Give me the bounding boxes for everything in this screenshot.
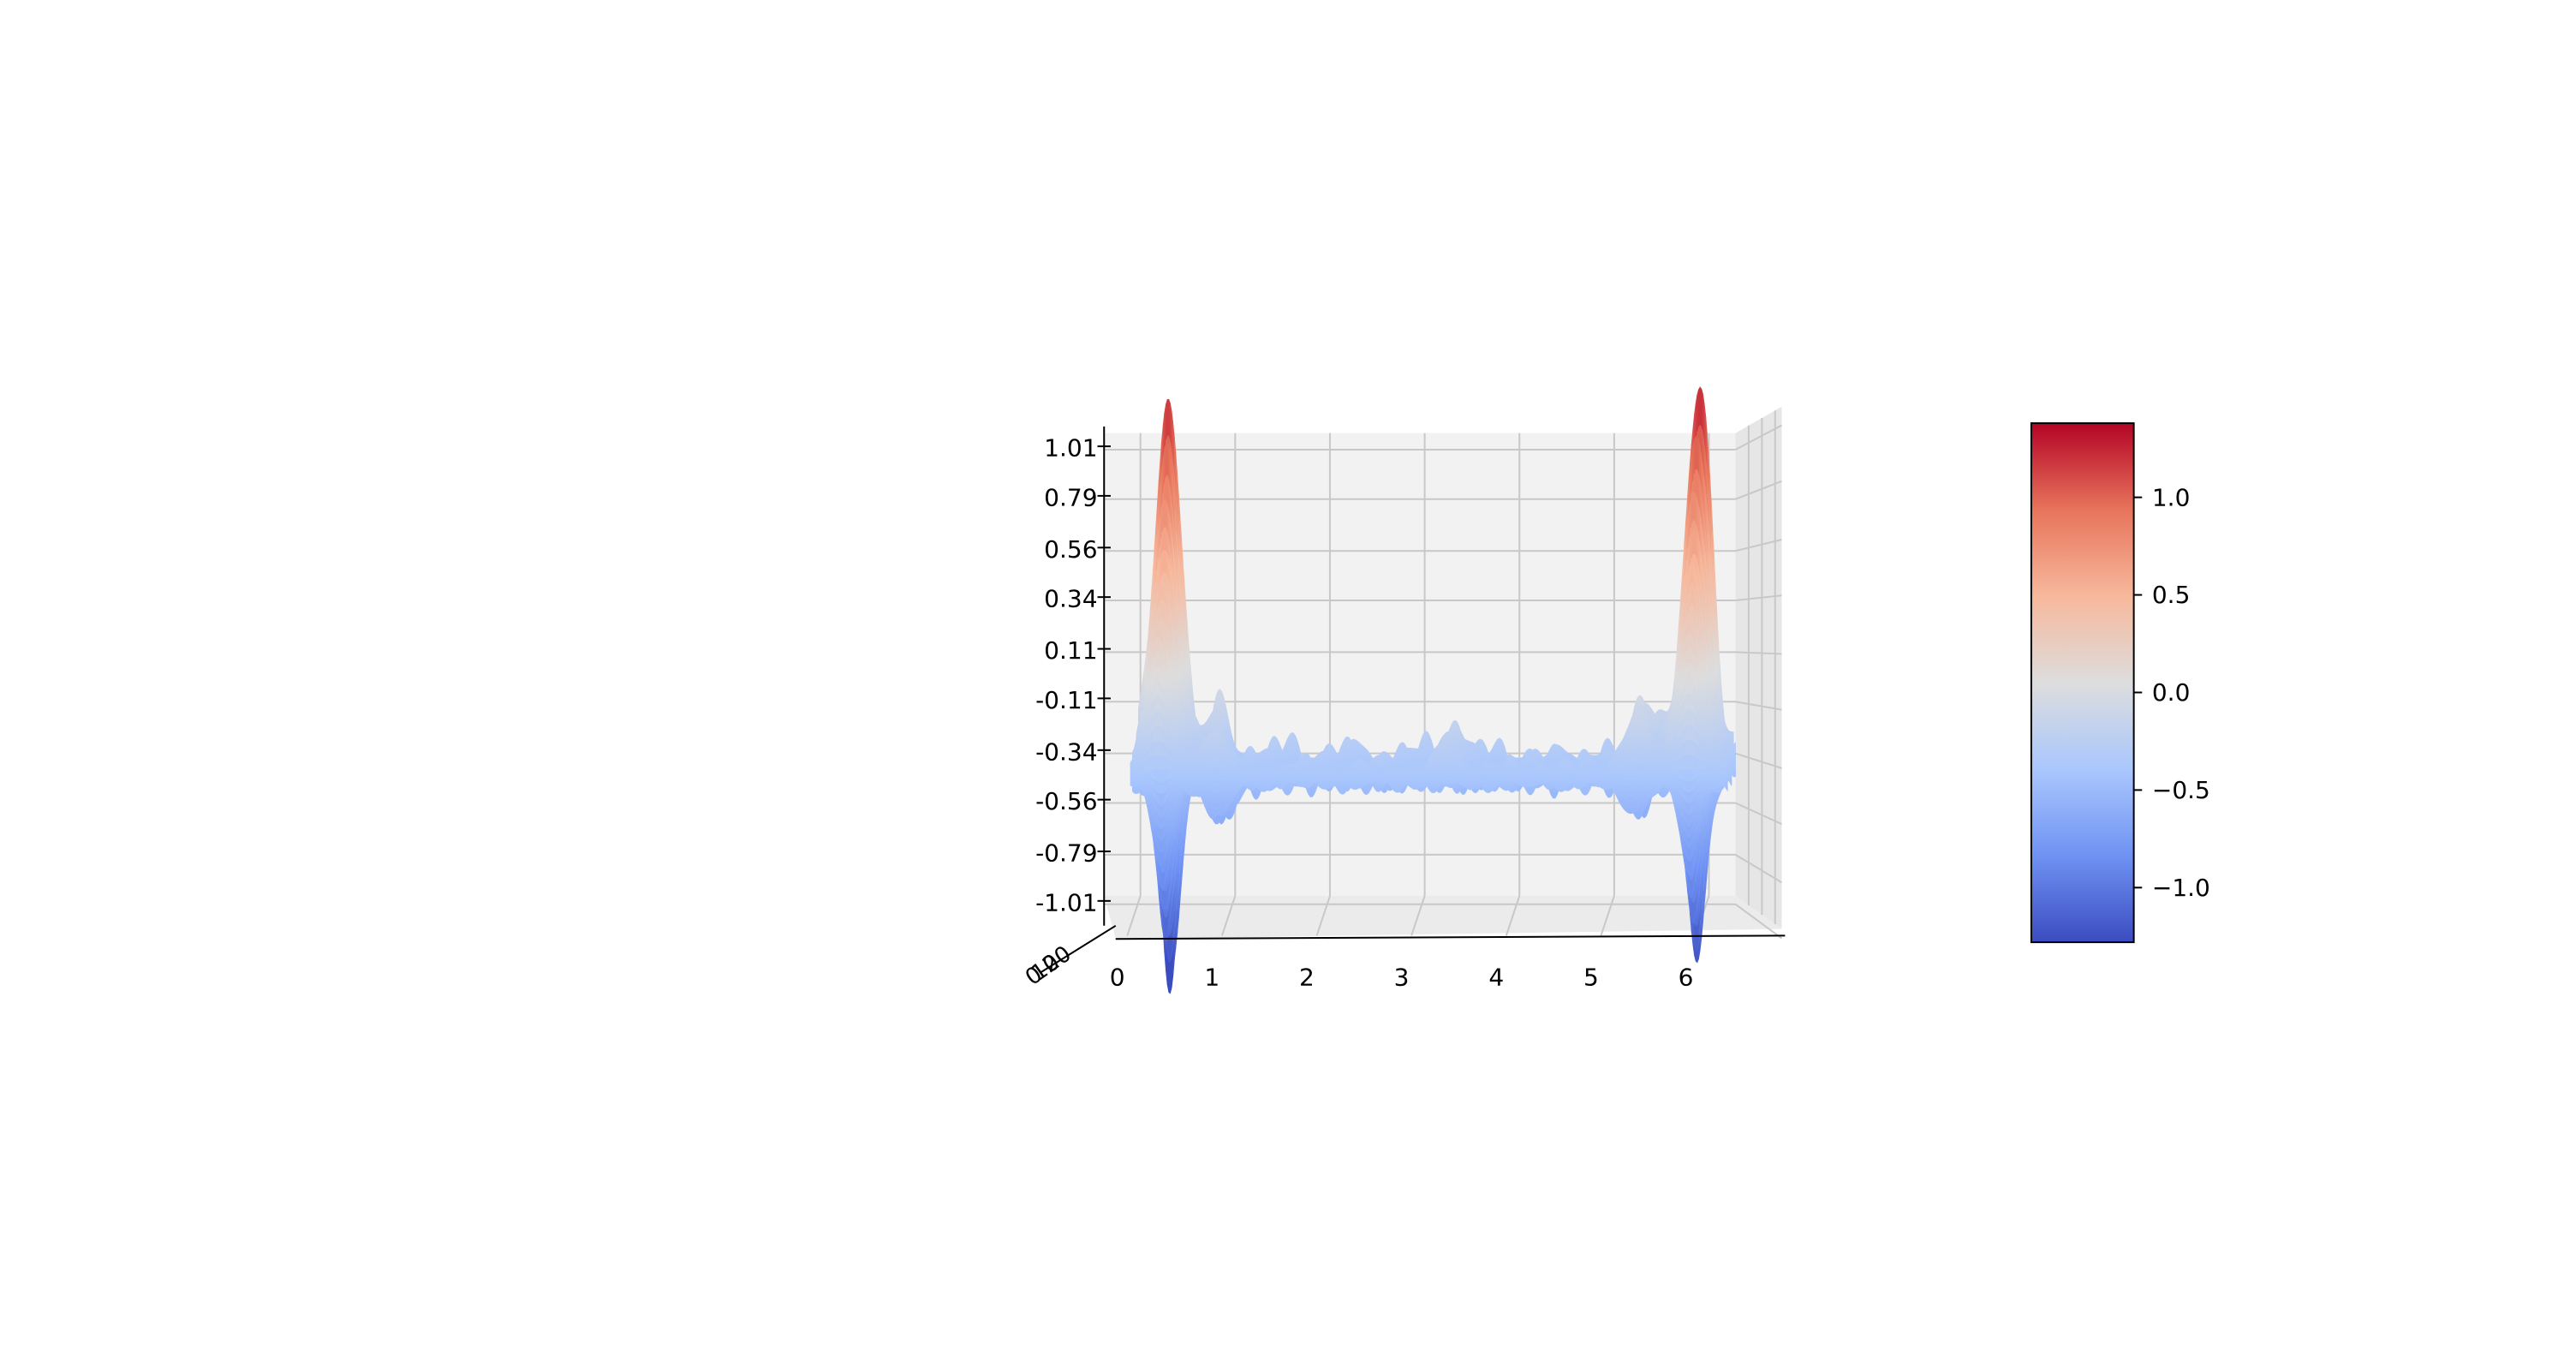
floor-pane xyxy=(1104,896,1781,939)
back-pane xyxy=(1104,433,1735,896)
